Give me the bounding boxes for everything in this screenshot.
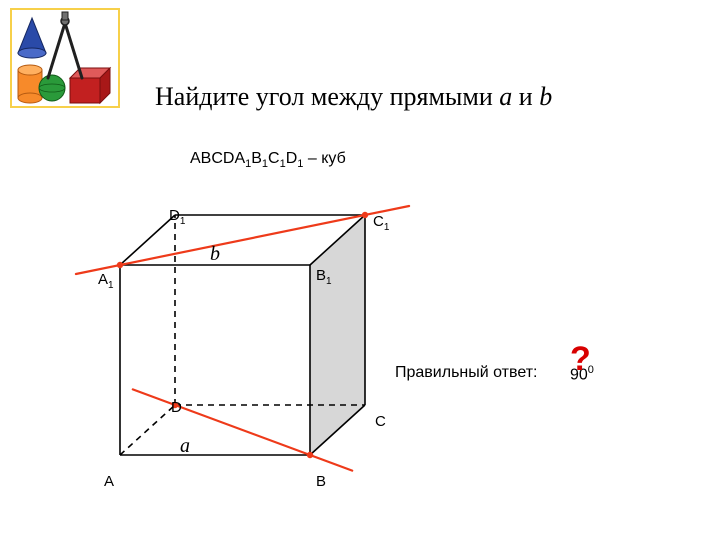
geometry-clipart-thumb [10,8,120,108]
answer-label: Правильный ответ: [395,364,537,381]
vertex-label-D: D [171,399,182,416]
line-label-b: b [210,243,220,266]
vertex-label-A: A [104,473,114,490]
vertex-label-D1: D1 [169,207,185,227]
answer-text: Правильный ответ: 900 [395,364,537,382]
line-label-a: a [180,435,190,458]
question-mark: ? [570,340,591,379]
cube-diagram: A B C D A1 B1 C1 D1 a b [90,195,420,505]
vertex-label-C1: C1 [373,213,389,233]
vertex-label-B1: B1 [316,267,332,287]
title-text: Найдите угол между прямыми [155,82,499,111]
vertex-label-A1: A1 [98,271,114,291]
title-mid: и [512,82,539,111]
cube-definition-text: ABCDA1B1C1D1 – куб [190,150,346,170]
vertex-label-B: B [316,473,326,490]
vertex-label-C: C [375,413,386,430]
task-title: Найдите угол между прямыми a и b [155,82,552,112]
title-line-a: a [499,82,512,111]
title-line-b: b [539,82,552,111]
